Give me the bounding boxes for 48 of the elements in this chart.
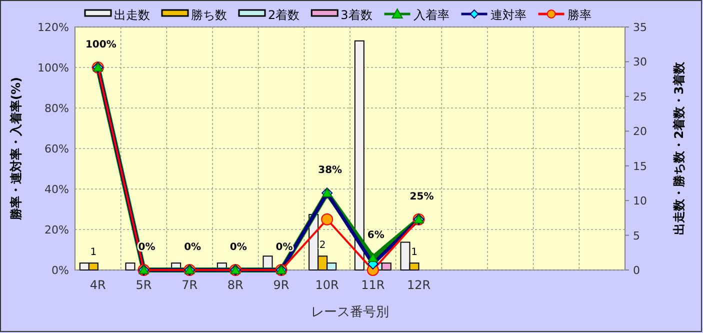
y2-tick-label: 15 <box>633 160 647 173</box>
x-tick-label: 11R <box>361 278 385 292</box>
data-label: 6% <box>367 230 384 241</box>
y-tick-label: 20% <box>44 224 69 236</box>
bar <box>125 262 136 270</box>
legend-label: 出走数 <box>114 8 150 22</box>
y-tick-label: 100% <box>38 62 69 74</box>
x-tick-label: 7R <box>182 278 198 292</box>
legend-label: 3着数 <box>340 8 372 22</box>
y2-tick-label: 20 <box>633 125 647 138</box>
data-label: 100% <box>85 40 116 50</box>
y2-tick-label: 30 <box>633 56 647 69</box>
legend-label: 勝率 <box>567 8 592 22</box>
legend-label: 2着数 <box>268 8 300 22</box>
y2-tick-label: 5 <box>633 229 640 242</box>
y2-tick-label: 35 <box>633 21 647 34</box>
y-tick-label: 0% <box>52 264 69 277</box>
x-tick-label: 4R <box>90 278 106 292</box>
y2-tick-label: 0 <box>633 264 640 277</box>
bar <box>381 262 392 270</box>
y-axis-title: 勝率・連対率・入着率(%) <box>9 77 23 221</box>
y-tick-label: 120% <box>38 21 69 34</box>
data-label: 2 <box>319 240 326 252</box>
x-tick-label: 12R <box>406 278 431 292</box>
point <box>321 213 334 226</box>
legend-label: 連対率 <box>490 8 526 22</box>
data-label: 0% <box>230 242 247 253</box>
data-label: 1 <box>411 247 418 258</box>
data-label: 0% <box>276 242 293 253</box>
data-label: 25% <box>410 191 434 202</box>
y2-axis-title: 出走数・勝ち数・2着数・3着数 <box>672 61 686 235</box>
x-tick-label: 5R <box>136 278 152 292</box>
y-tick-label: 80% <box>44 102 69 115</box>
y-tick-label: 60% <box>44 142 69 156</box>
y2-tick-label: 25 <box>633 90 647 104</box>
legend-label: 入着率 <box>413 8 450 22</box>
data-label: 1 <box>90 247 97 258</box>
y-tick-label: 40% <box>44 183 69 196</box>
point <box>368 252 378 262</box>
x-axis-title: レース番号別 <box>311 305 389 320</box>
bar <box>354 40 364 270</box>
x-tick-label: 10R <box>315 278 339 292</box>
x-tick-label: 8R <box>227 278 244 292</box>
data-label: 0% <box>184 242 202 253</box>
legend-label: 勝ち数 <box>191 8 227 22</box>
x-tick-label: 9R <box>273 278 290 292</box>
data-label: 38% <box>318 165 342 176</box>
y2-tick-label: 10 <box>633 194 647 208</box>
